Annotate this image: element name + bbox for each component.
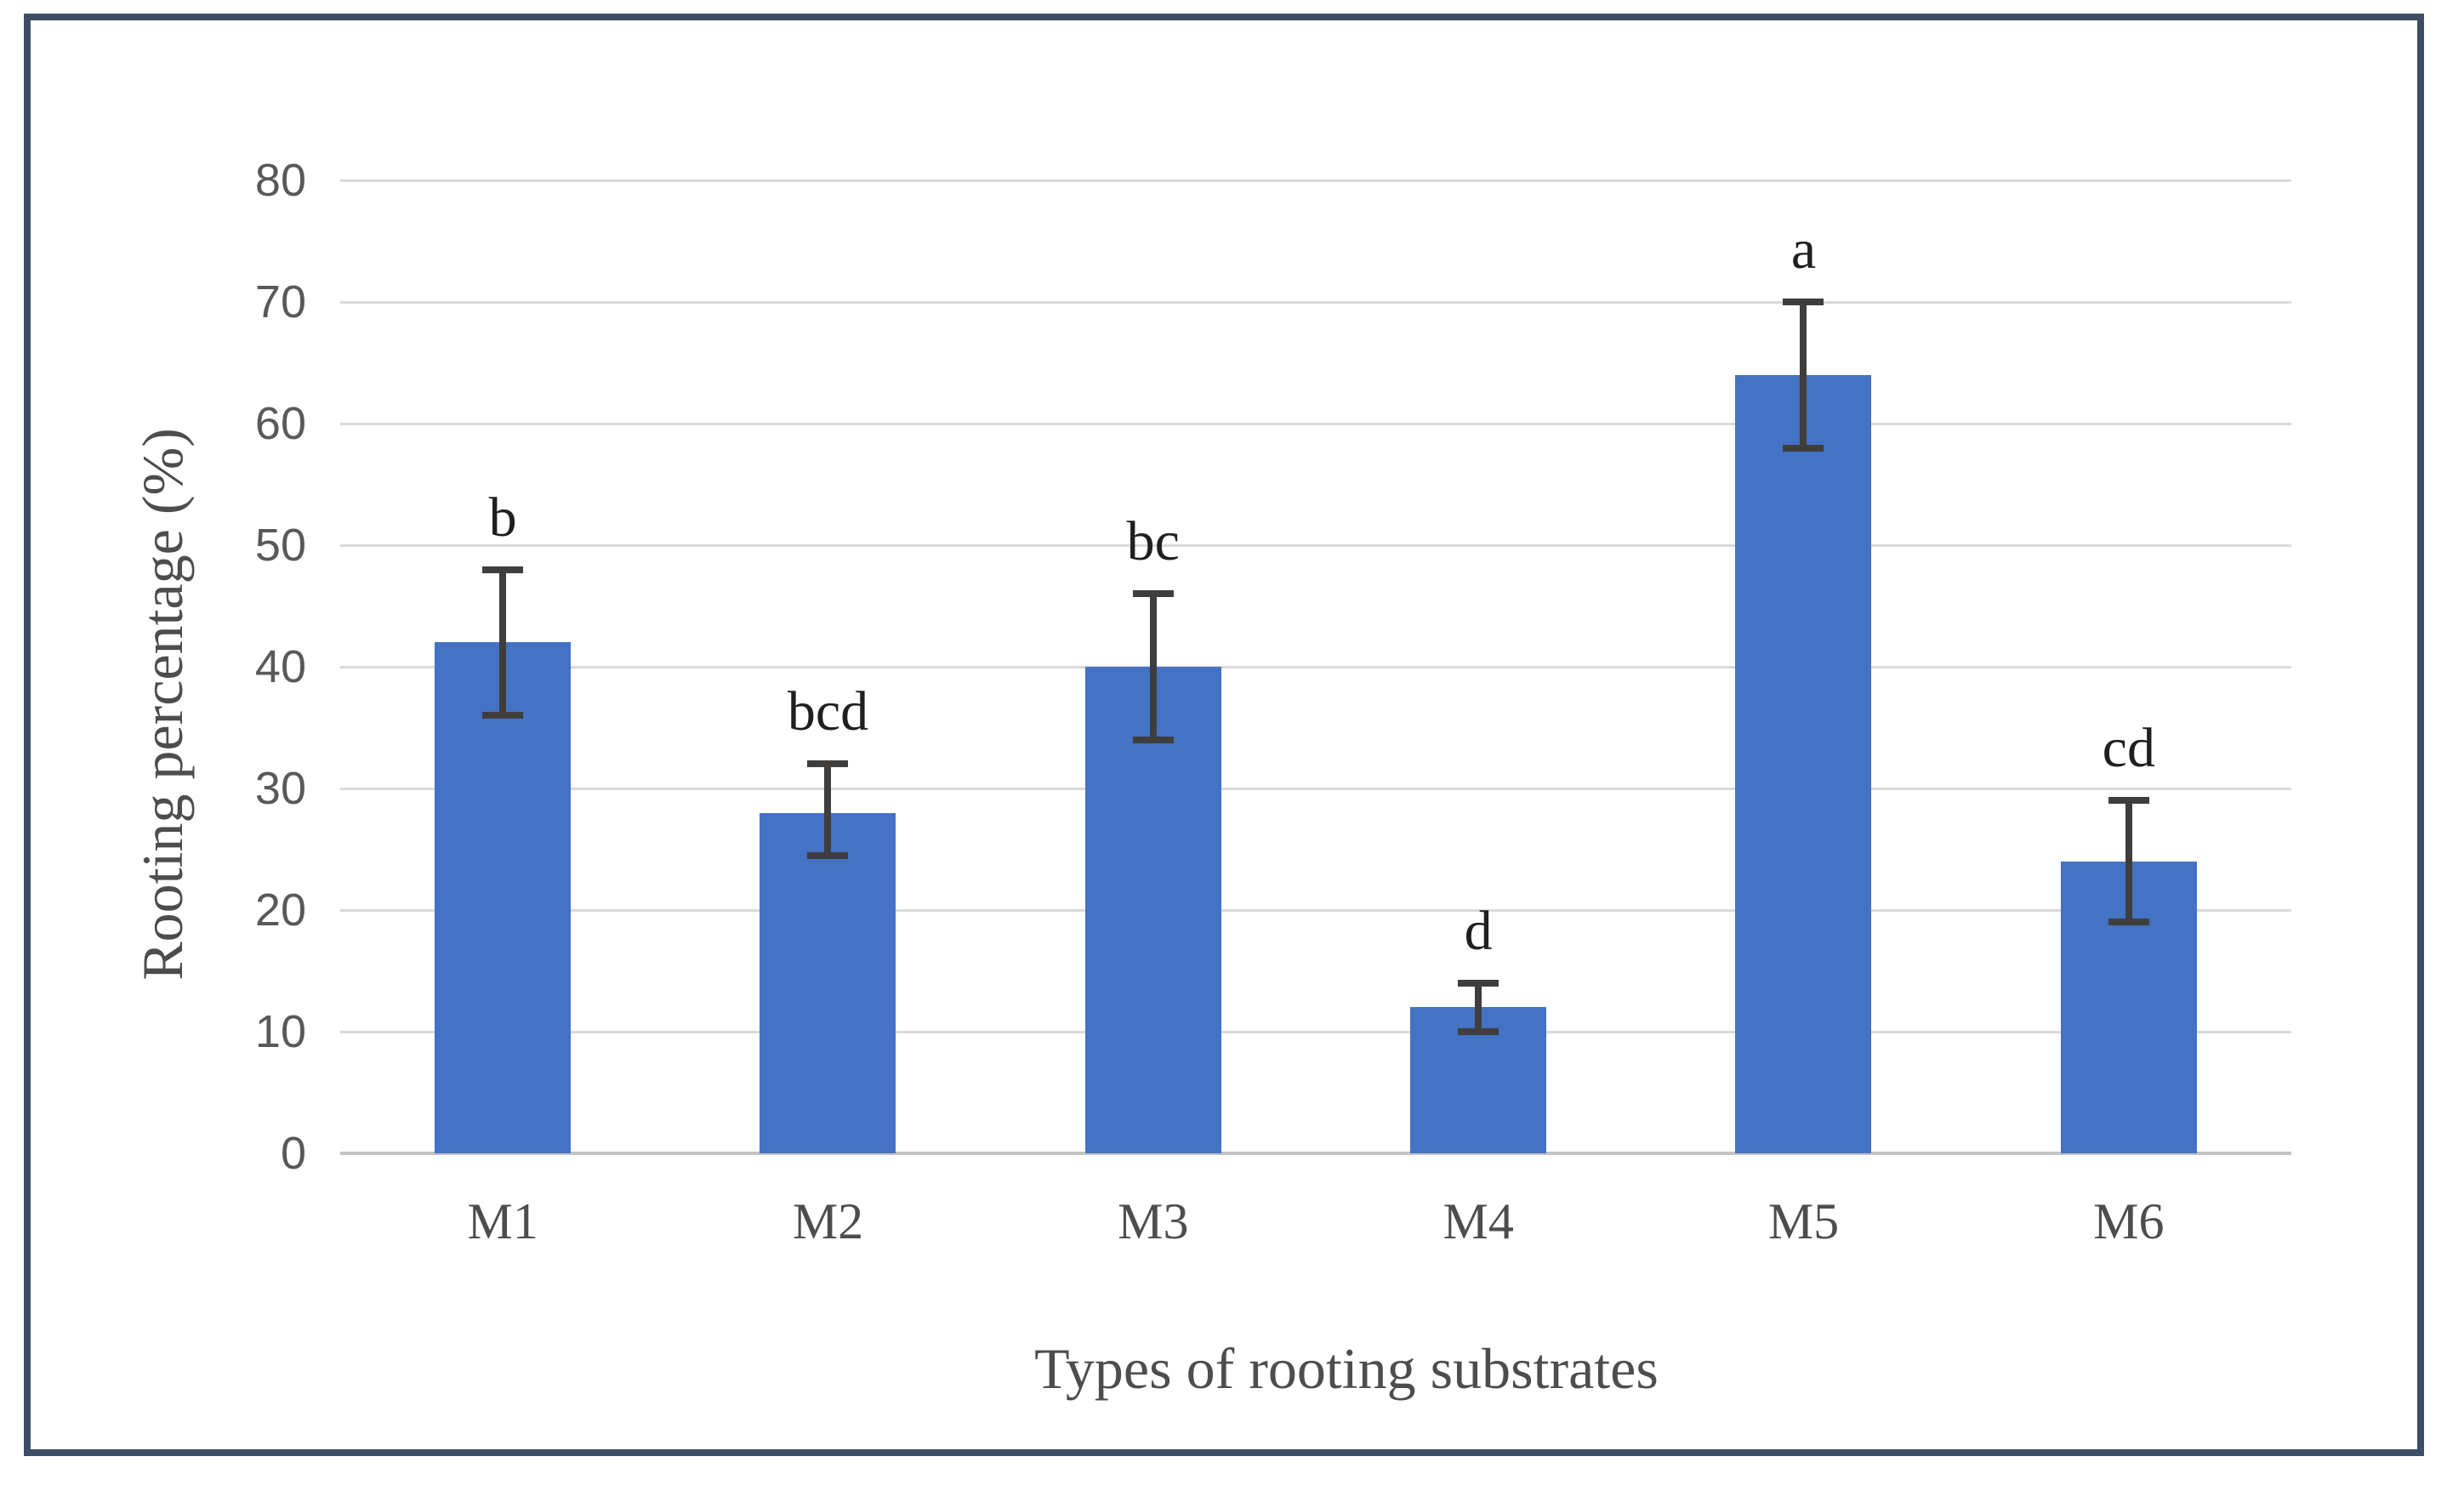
bar-group-M3: bc	[991, 180, 1316, 1153]
gridline-30	[340, 787, 2291, 790]
bar-M5	[1735, 374, 1872, 1153]
error-bar-top-cap-M6	[2108, 797, 2149, 805]
x-tick-label-M1: M1	[467, 1193, 538, 1249]
x-tick-label-M2: M2	[792, 1193, 864, 1249]
bar-M1	[435, 642, 572, 1153]
sig-letter-M6: cd	[2102, 717, 2155, 780]
y-tick-label-0: 0	[280, 1128, 306, 1179]
x-tick-label-M3: M3	[1118, 1193, 1189, 1249]
bar-M2	[760, 812, 896, 1153]
error-bar-top-cap-M4	[1458, 979, 1499, 987]
gridline-10	[340, 1030, 2291, 1033]
y-tick-label-20: 20	[254, 885, 306, 936]
sig-letter-M1: b	[488, 486, 517, 549]
bar-group-M4: d	[1316, 180, 1641, 1153]
y-tick-label-70: 70	[254, 276, 306, 327]
bar-group-M5: a	[1641, 180, 1966, 1153]
plot-area: b bcd bc d a cd	[340, 179, 2291, 1155]
x-tick-label-M6: M6	[2093, 1193, 2165, 1249]
x-axis-line	[340, 1152, 2291, 1155]
x-tick-label-M4: M4	[1443, 1193, 1514, 1249]
gridline-20	[340, 908, 2291, 912]
error-bar-bottom-cap-M3	[1132, 736, 1174, 743]
y-tick-label-60: 60	[254, 398, 306, 449]
gridline-70	[340, 300, 2291, 304]
x-tick-label-M5: M5	[1767, 1193, 1840, 1249]
sig-letter-M4: d	[1464, 899, 1493, 962]
sig-letter-M3: bc	[1126, 510, 1180, 573]
sig-letter-M2: bcd	[787, 680, 869, 743]
error-bar-top-cap-M1	[482, 566, 524, 573]
error-bar-bottom-cap-M5	[1783, 444, 1824, 452]
error-bar-top-cap-M5	[1783, 299, 1824, 305]
error-bar-stem-M6	[2125, 800, 2132, 923]
error-bar-top-cap-M2	[807, 760, 849, 768]
x-axis-title: Types of rooting substrates	[1034, 1336, 1659, 1401]
gridline-80	[340, 179, 2291, 182]
y-tick-label-10: 10	[254, 1006, 306, 1057]
error-bar-bottom-cap-M6	[2108, 919, 2149, 926]
error-bar-bottom-cap-M1	[482, 712, 524, 720]
y-tick-label-30: 30	[254, 763, 306, 814]
error-bar-stem-M5	[1800, 302, 1807, 448]
error-bar-stem-M1	[499, 569, 507, 716]
y-tick-label-50: 50	[254, 520, 306, 571]
y-tick-label-40: 40	[254, 641, 306, 692]
gridline-40	[340, 665, 2291, 669]
error-bar-bottom-cap-M4	[1458, 1028, 1499, 1035]
bar-M3	[1084, 667, 1221, 1153]
gridline-60	[340, 422, 2291, 425]
error-bar-top-cap-M3	[1132, 590, 1174, 598]
sig-letter-M5: a	[1790, 219, 1817, 281]
y-axis-title: Rooting percentage (%)	[130, 428, 195, 981]
bar-group-M1: b	[340, 180, 665, 1153]
gridline-50	[340, 543, 2291, 547]
error-bar-stem-M2	[824, 764, 832, 856]
error-bar-stem-M4	[1475, 982, 1482, 1032]
error-bar-stem-M3	[1149, 594, 1157, 740]
figure-frame: Rooting percentage (%) Types of rooting …	[24, 14, 2424, 1456]
bar-group-M6: cd	[1966, 180, 2291, 1153]
bar-group-M2: bcd	[665, 180, 990, 1153]
error-bar-bottom-cap-M2	[807, 851, 849, 859]
y-tick-label-80: 80	[254, 155, 306, 206]
